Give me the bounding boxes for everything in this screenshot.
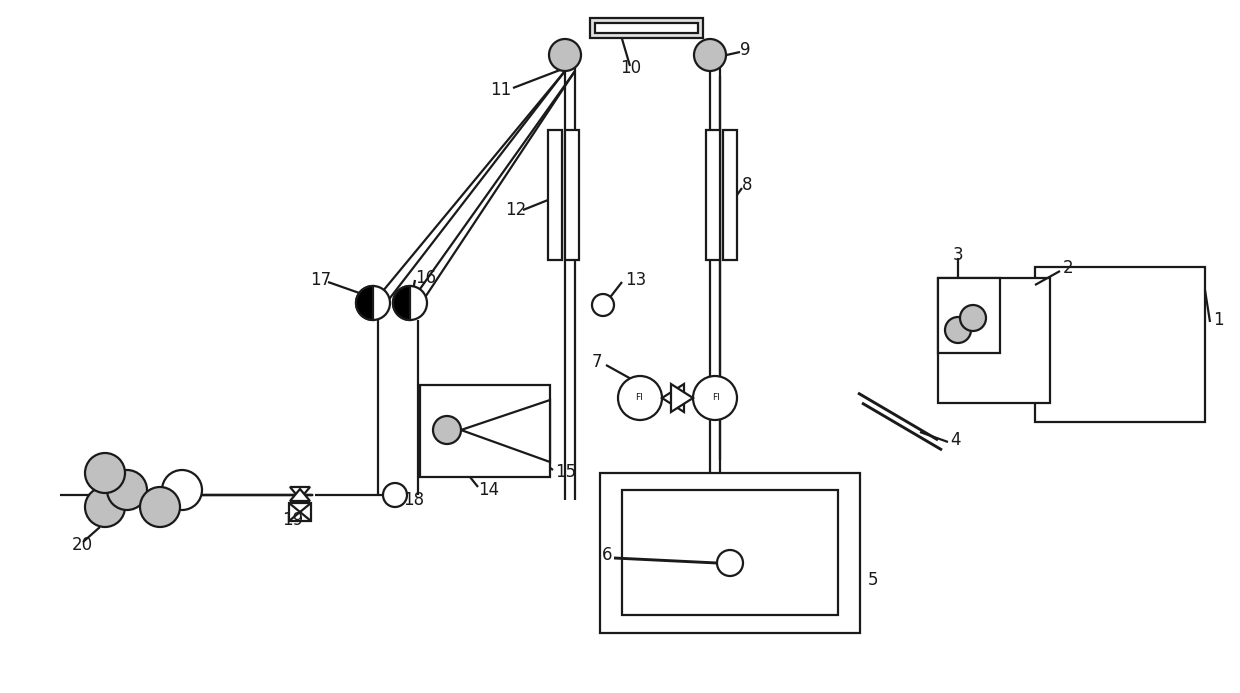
Polygon shape — [290, 487, 310, 499]
Text: 14: 14 — [477, 481, 500, 499]
Text: 18: 18 — [403, 491, 424, 509]
Circle shape — [86, 487, 125, 527]
Wedge shape — [393, 286, 410, 320]
Bar — [420, 385, 551, 477]
Bar — [706, 130, 720, 260]
Bar — [1035, 267, 1205, 422]
Text: 20: 20 — [72, 536, 93, 554]
Polygon shape — [671, 384, 693, 412]
Circle shape — [717, 550, 743, 576]
Text: 2: 2 — [1063, 259, 1074, 277]
Text: 17: 17 — [310, 271, 331, 289]
Bar — [595, 23, 698, 33]
Circle shape — [140, 487, 180, 527]
Wedge shape — [356, 286, 373, 320]
Text: 16: 16 — [415, 269, 436, 287]
Bar — [590, 18, 703, 38]
Circle shape — [693, 376, 737, 420]
Polygon shape — [662, 384, 684, 412]
Bar — [937, 278, 1050, 403]
Circle shape — [960, 305, 986, 331]
Bar — [622, 490, 838, 615]
Circle shape — [549, 39, 582, 71]
Text: 13: 13 — [625, 271, 646, 289]
Text: 6: 6 — [601, 546, 613, 564]
Bar — [937, 278, 999, 353]
Text: 10: 10 — [620, 59, 641, 77]
Circle shape — [694, 39, 725, 71]
Circle shape — [356, 286, 391, 320]
Text: 8: 8 — [742, 176, 753, 194]
Circle shape — [433, 416, 461, 444]
Bar — [548, 130, 562, 260]
Polygon shape — [290, 489, 310, 501]
Text: 4: 4 — [950, 431, 961, 449]
Bar — [723, 130, 737, 260]
Circle shape — [383, 483, 407, 507]
Circle shape — [393, 286, 427, 320]
Text: 5: 5 — [868, 571, 878, 589]
Circle shape — [107, 470, 148, 510]
Text: 3: 3 — [954, 246, 963, 264]
Text: 11: 11 — [490, 81, 511, 99]
Text: 12: 12 — [505, 201, 526, 219]
Bar — [565, 130, 579, 260]
Text: FI: FI — [712, 394, 720, 403]
Bar — [600, 473, 861, 633]
Text: 19: 19 — [281, 511, 303, 529]
Text: FI: FI — [635, 394, 642, 403]
Text: 9: 9 — [740, 41, 750, 59]
Circle shape — [618, 376, 662, 420]
Circle shape — [591, 294, 614, 316]
Circle shape — [86, 453, 125, 493]
Circle shape — [162, 470, 202, 510]
Polygon shape — [461, 400, 551, 462]
Text: 7: 7 — [591, 353, 603, 371]
Bar — [289, 503, 311, 521]
Text: 1: 1 — [1213, 311, 1224, 329]
Circle shape — [945, 317, 971, 343]
Text: 15: 15 — [556, 463, 577, 481]
